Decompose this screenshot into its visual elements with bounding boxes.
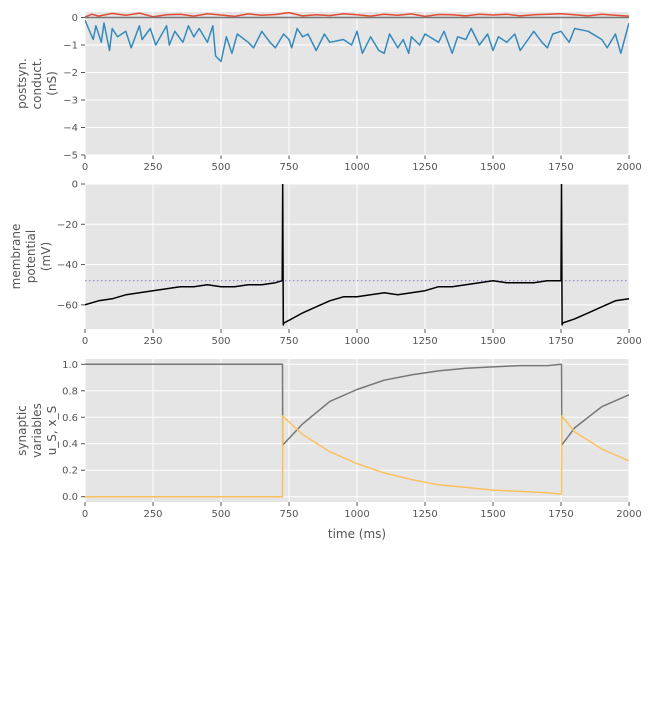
x-tick-label: 1000: [344, 162, 369, 173]
y-tick-label: −40: [57, 260, 78, 271]
y-axis-label-line: synaptic: [15, 405, 29, 456]
x-tick-label: 2000: [616, 336, 641, 347]
series-line-1: [85, 363, 629, 446]
x-tick-label: 1250: [412, 336, 437, 347]
x-tick-label: 1750: [548, 162, 573, 173]
x-tick-label: 1000: [344, 336, 369, 347]
y-tick-label: 0.0: [62, 492, 78, 503]
y-tick-label: −20: [57, 220, 78, 231]
series-line-2: [85, 415, 629, 498]
series-line-2: [85, 20, 629, 63]
y-tick-label: 0: [72, 180, 78, 191]
x-tick-label: 500: [211, 336, 230, 347]
x-tick-label: 2000: [616, 509, 641, 520]
x-tick-label: 750: [279, 336, 298, 347]
x-tick-label: 2000: [616, 162, 641, 173]
y-tick-label: 0.6: [62, 413, 78, 424]
x-tick-label: 1250: [412, 162, 437, 173]
y-tick-label: −3: [63, 96, 78, 107]
y-axis-label-line: membrane: [9, 224, 23, 290]
y-tick-label: −1: [63, 41, 78, 52]
x-tick-label: 1000: [344, 509, 369, 520]
y-axis-label-line: postsyn.: [15, 58, 29, 109]
x-tick-label: 750: [279, 162, 298, 173]
y-tick-label: −5: [63, 151, 78, 162]
x-tick-label: 0: [82, 509, 88, 520]
x-tick-label: 1750: [548, 336, 573, 347]
x-tick-label: 750: [279, 509, 298, 520]
x-tick-label: 1500: [480, 336, 505, 347]
x-tick-label: 1250: [412, 509, 437, 520]
y-tick-label: −2: [63, 68, 78, 79]
x-tick-label: 1500: [480, 509, 505, 520]
panel-3: 0 250 500 750 1000 1250 1500 1750 2000 0.0 0.2 0.4 0…: [15, 359, 642, 541]
x-tick-label: 250: [143, 162, 162, 173]
y-axis-label-line: variables: [30, 403, 44, 458]
y-tick-label: 0: [72, 13, 78, 24]
y-axis-label-line: (mV): [39, 242, 53, 271]
x-tick-label: 0: [82, 162, 88, 173]
y-axis-label-line: u_S, x_S: [45, 406, 59, 456]
y-tick-label: 0.8: [62, 386, 78, 397]
x-tick-label: 0: [82, 336, 88, 347]
x-tick-label: 1500: [480, 162, 505, 173]
x-tick-label: 500: [211, 162, 230, 173]
panel-2: 0 250 500 750 1000 1250 1500 1750 2000 0 −20 −40 −60…: [9, 180, 642, 348]
y-tick-label: 0.4: [62, 439, 78, 450]
x-tick-label: 250: [143, 509, 162, 520]
y-tick-label: −60: [57, 300, 78, 311]
series-line-1: [85, 184, 629, 326]
y-axis-label-line: potential: [24, 230, 38, 283]
x-axis-label: time (ms): [328, 527, 386, 541]
series-line-1: [85, 12, 629, 18]
y-tick-label: −4: [63, 123, 78, 134]
x-tick-label: 1750: [548, 509, 573, 520]
x-tick-label: 250: [143, 336, 162, 347]
y-tick-label: 1.0: [62, 360, 78, 371]
y-axis-label-line: conduct.: [30, 58, 44, 110]
y-tick-label: 0.2: [62, 466, 78, 477]
panel-1: 0 250 500 750 1000 1250 1500 1750 2000 0 −1 −2 −3 −4 −…: [15, 12, 642, 173]
x-tick-label: 500: [211, 509, 230, 520]
y-axis-label-line: (nS): [45, 71, 59, 96]
